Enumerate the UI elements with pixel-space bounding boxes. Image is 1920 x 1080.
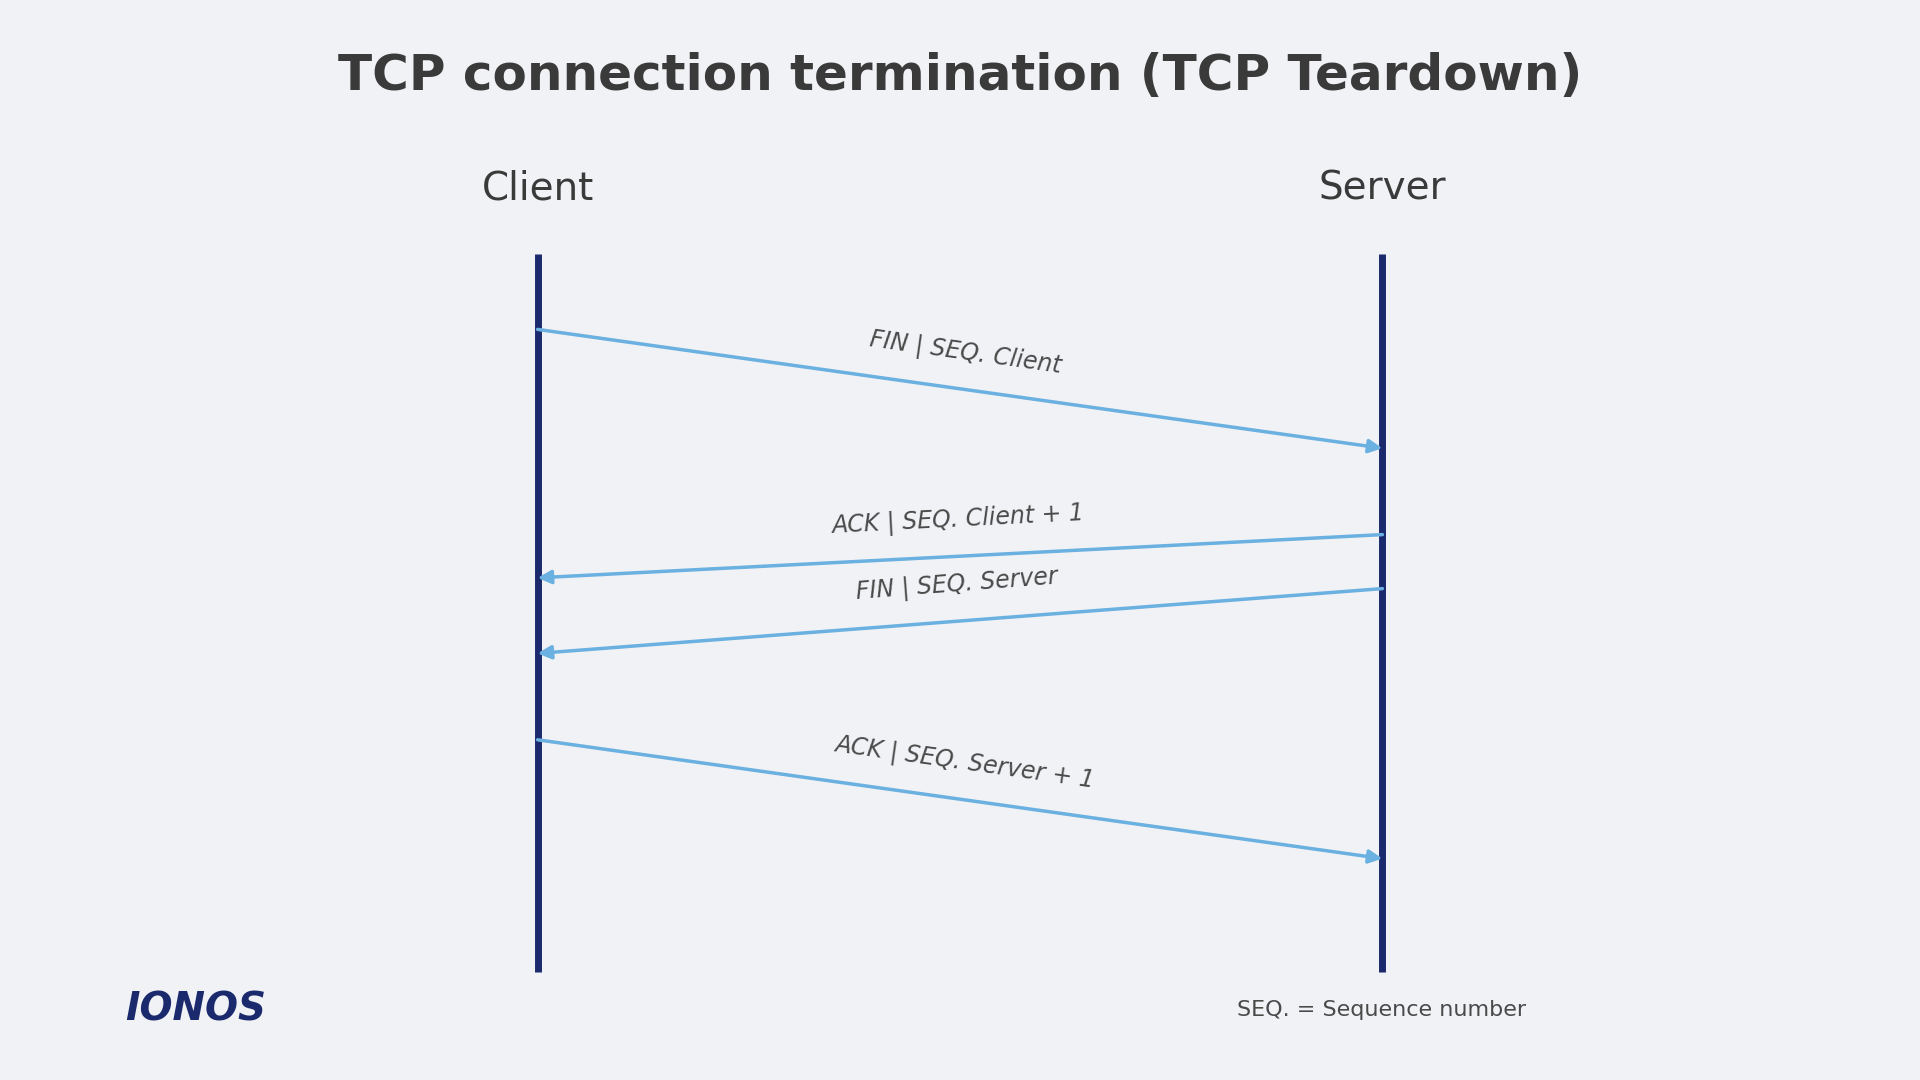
- Text: IONOS: IONOS: [125, 990, 265, 1029]
- Text: FIN | SEQ. Server: FIN | SEQ. Server: [856, 565, 1060, 605]
- Text: ACK | SEQ. Client + 1: ACK | SEQ. Client + 1: [831, 501, 1085, 539]
- Text: FIN | SEQ. Client: FIN | SEQ. Client: [868, 327, 1062, 379]
- Text: Server: Server: [1319, 170, 1446, 208]
- Text: ACK | SEQ. Server + 1: ACK | SEQ. Server + 1: [833, 732, 1096, 794]
- Text: SEQ. = Sequence number: SEQ. = Sequence number: [1236, 1000, 1526, 1020]
- Text: TCP connection termination (TCP Teardown): TCP connection termination (TCP Teardown…: [338, 52, 1582, 99]
- Text: Client: Client: [482, 170, 593, 208]
